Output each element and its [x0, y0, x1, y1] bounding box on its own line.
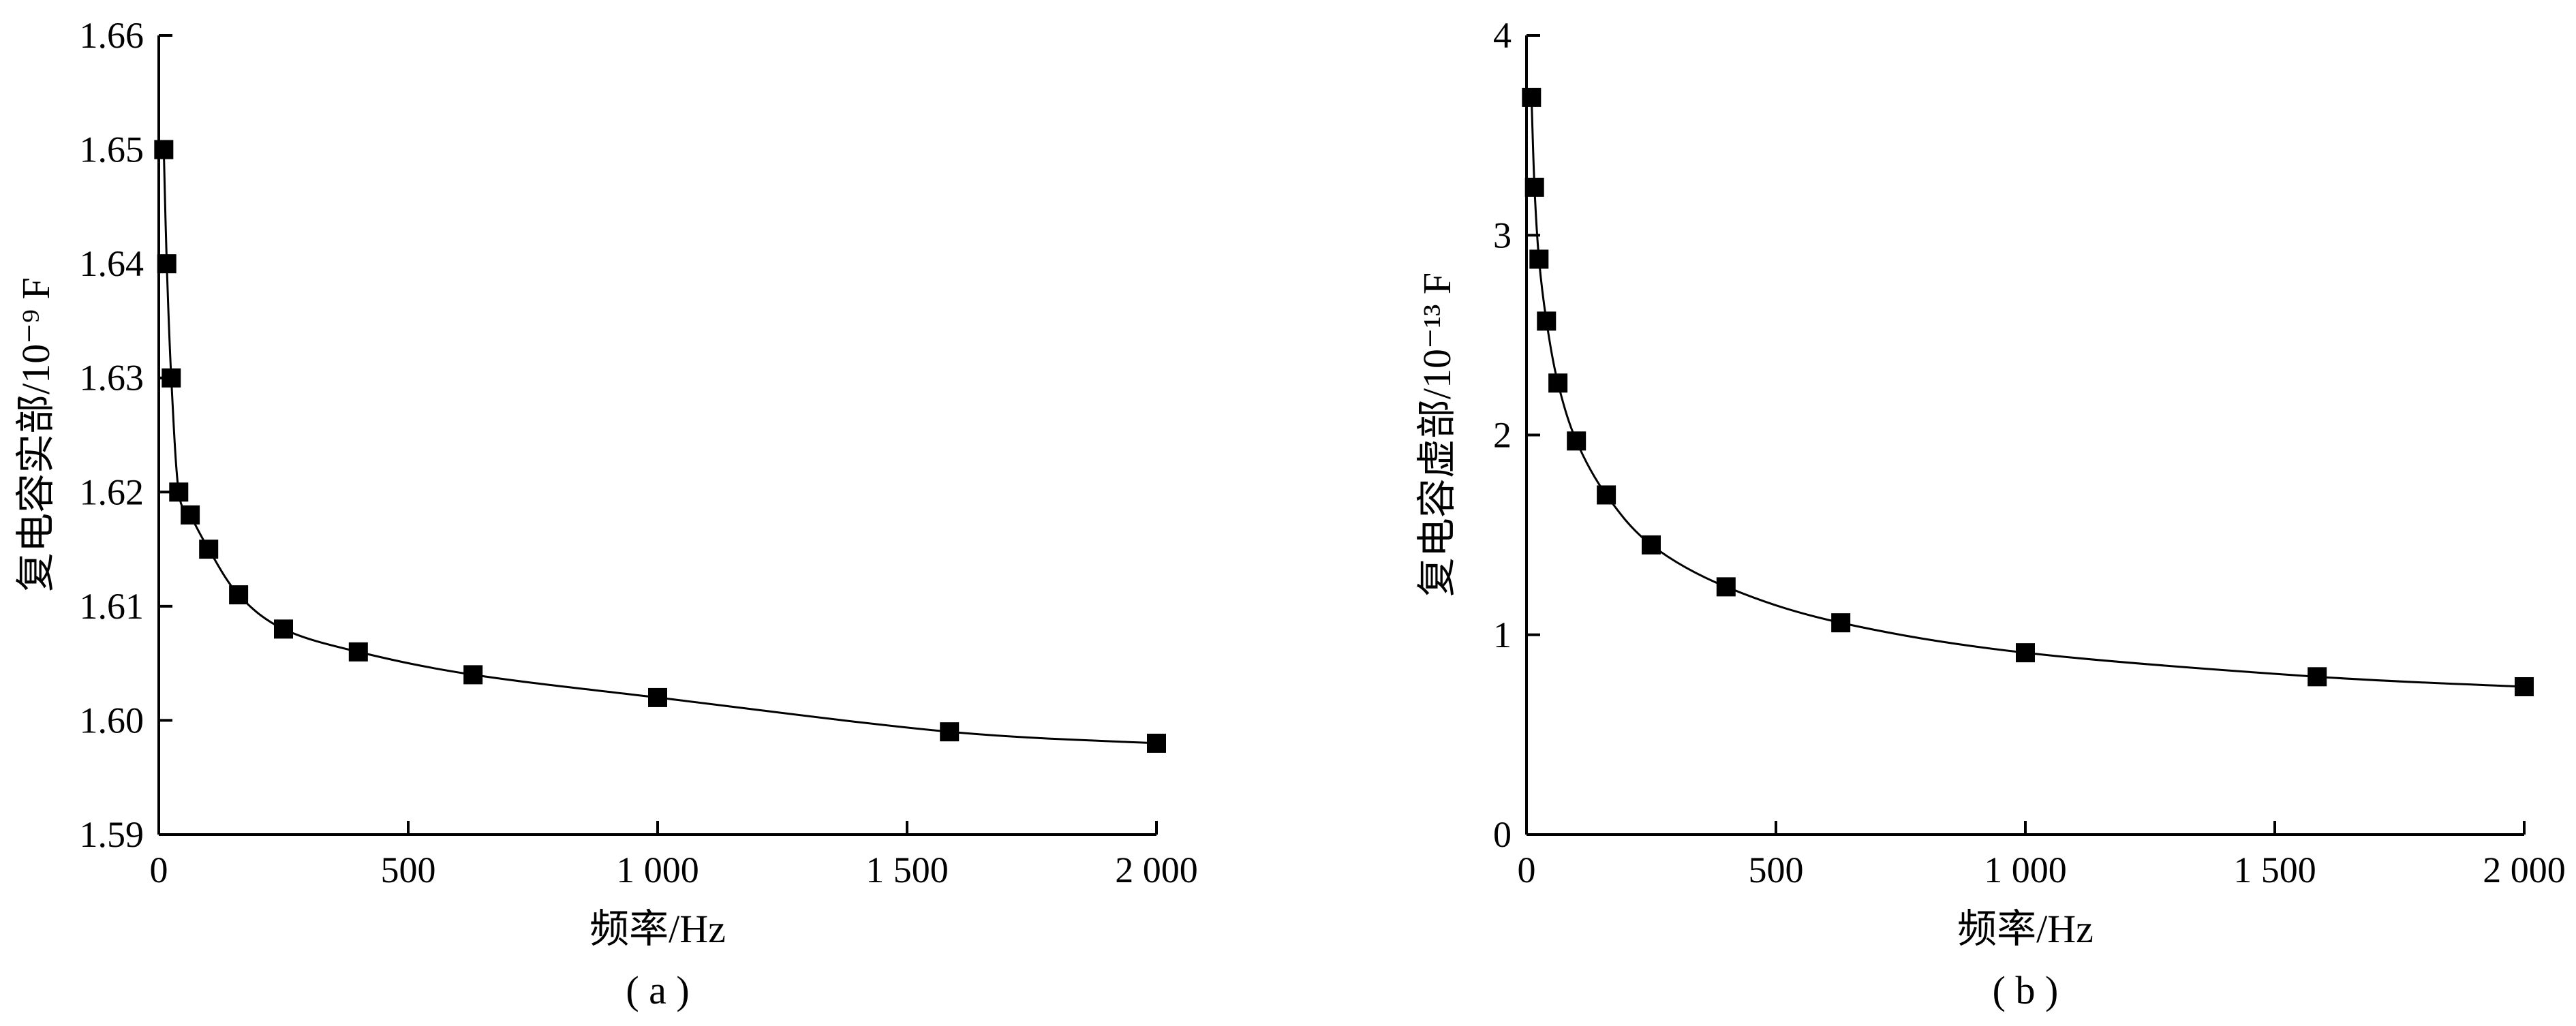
data-point [157, 254, 177, 274]
data-point [1147, 733, 1166, 753]
chart-panel-b: 0 1 2 3 4 0 500 1 000 1 500 2 000 频率/Hz 复电容虚部/10… [1415, 15, 2566, 1012]
x-tick-label: 2 000 [1115, 850, 1198, 890]
data-point [1537, 311, 1557, 331]
y-tick-label: 1.64 [80, 243, 144, 284]
data-point [1529, 249, 1549, 269]
y-tick-label: 1.61 [80, 586, 144, 627]
data-point [1522, 87, 1542, 107]
data-point [1831, 613, 1851, 633]
x-ticks: 0 500 1 000 1 500 2 000 [1518, 821, 2566, 890]
data-point [181, 505, 200, 525]
y-tick-label: 3 [1493, 215, 1512, 255]
y-tick-label: 1.60 [80, 700, 144, 741]
x-axis-title: 频率/Hz [589, 907, 726, 951]
y-ticks: 0 1 2 3 4 [1493, 15, 1540, 855]
data-point [199, 540, 219, 559]
y-tick-label: 0 [1493, 814, 1512, 855]
data-point [274, 619, 293, 639]
y-tick-label: 1 [1493, 615, 1512, 655]
data-point [1642, 535, 1661, 555]
data-point [1548, 373, 1568, 393]
x-tick-label: 1 000 [616, 850, 699, 890]
data-point [2016, 643, 2035, 663]
data-point [1524, 177, 1544, 197]
x-tick-label: 1 500 [865, 850, 949, 890]
x-tick-label: 2 000 [2483, 850, 2566, 890]
y-tick-label: 1.66 [80, 15, 144, 56]
panel-label: ( b ) [1993, 968, 2059, 1012]
y-tick-label: 1.62 [80, 471, 144, 512]
data-point [1567, 431, 1586, 451]
chart-panel-a: 1.59 1.60 1.61 1.62 1.63 1.64 1.65 1.66 0 500 1 0… [14, 15, 1198, 1012]
data-point [229, 585, 249, 605]
x-tick-label: 0 [150, 850, 168, 890]
data-point [648, 687, 667, 707]
data-point [1597, 485, 1616, 505]
data-point [348, 642, 368, 662]
y-axis-title: 复电容虚部/10⁻¹³ F [1415, 273, 1459, 597]
y-tick-label: 2 [1493, 415, 1512, 456]
data-point [2515, 677, 2534, 696]
y-tick-label: 1.59 [80, 814, 144, 855]
data-point [2307, 667, 2327, 687]
x-tick-label: 0 [1518, 850, 1536, 890]
x-tick-label: 500 [1749, 850, 1804, 890]
data-markers [1522, 87, 2534, 696]
y-tick-label: 4 [1493, 15, 1512, 56]
x-tick-label: 1 500 [2233, 850, 2316, 890]
x-tick-label: 1 000 [1984, 850, 2067, 890]
data-point [1716, 577, 1736, 597]
data-point [154, 140, 174, 159]
panel-label: ( a ) [626, 968, 689, 1012]
y-tick-label: 1.65 [80, 129, 144, 170]
x-tick-label: 500 [381, 850, 436, 890]
y-ticks: 1.59 1.60 1.61 1.62 1.63 1.64 1.65 1.66 [80, 15, 172, 855]
data-point [162, 368, 181, 388]
x-ticks: 0 500 1 000 1 500 2 000 [150, 821, 1198, 890]
y-axis-title: 复电容实部/10⁻⁹ F [14, 277, 58, 592]
data-point [463, 665, 483, 685]
data-point [940, 722, 960, 742]
x-axis-title: 频率/Hz [1957, 907, 2094, 951]
data-markers [154, 140, 1166, 753]
y-tick-label: 1.63 [80, 358, 144, 399]
data-point [169, 482, 189, 502]
